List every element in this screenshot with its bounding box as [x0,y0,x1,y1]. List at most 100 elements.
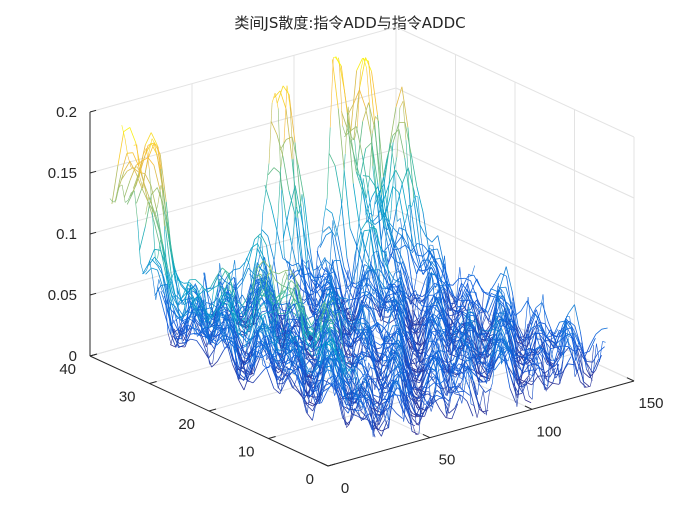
mesh-line [283,335,287,350]
mesh-line [571,325,578,339]
mesh-line [207,293,212,301]
mesh-line [497,296,501,315]
mesh-line [215,305,220,320]
mesh-line [489,360,494,373]
mesh-line [418,352,423,355]
mesh-line [399,227,406,231]
mesh-line [157,269,164,290]
mesh-line [228,327,236,353]
mesh-line [339,329,344,339]
mesh-line [485,327,493,351]
mesh-line [144,185,152,202]
mesh-line [592,351,599,363]
mesh-line [270,353,277,362]
mesh-line [425,363,430,368]
mesh-line [464,366,471,379]
mesh-line [465,319,470,339]
mesh-line [386,220,393,243]
mesh-line [234,342,241,350]
mesh-line [267,310,272,313]
mesh-line [363,350,367,357]
mesh-line [285,108,293,160]
mesh-line [370,225,375,230]
mesh-line [483,353,488,376]
mesh-line [330,332,334,351]
mesh-line [253,341,258,363]
mesh-line [283,85,288,143]
mesh-line [354,126,358,140]
mesh-line [413,374,420,377]
mesh-line [347,270,352,289]
mesh-line [347,307,351,321]
mesh-line [311,353,318,358]
mesh-line [131,190,135,193]
mesh-line [504,313,512,348]
mesh-line [366,418,373,424]
mesh-line [300,206,308,268]
mesh-line [411,248,416,254]
mesh-line [355,313,359,317]
mesh-line [334,385,338,389]
mesh-line [132,174,140,193]
mesh-line [494,361,501,371]
mesh-line [524,324,529,354]
mesh-line [363,291,370,305]
mesh-line [454,307,462,324]
mesh-line [351,139,355,141]
mesh-line [392,284,396,310]
mesh-line [410,312,415,331]
mesh-line [281,360,285,376]
mesh-line [334,293,339,314]
mesh-line [242,262,249,278]
mesh-line [289,238,294,262]
mesh-line [339,260,347,290]
mesh-line [381,173,386,219]
mesh-line [377,302,382,322]
mesh-line [535,302,543,308]
mesh-line [384,349,392,381]
mesh-line [550,344,555,358]
mesh-line [199,299,204,309]
mesh-line [459,267,464,298]
mesh-line [411,431,419,435]
mesh-line [482,364,489,374]
mesh-line [552,330,560,347]
mesh-line [411,340,416,359]
mesh-line [121,125,126,139]
mesh-line [563,316,567,336]
mesh-line [392,242,399,270]
mesh-line [505,349,509,357]
mesh-line [270,205,278,231]
mesh-line [536,312,541,321]
mesh-line [289,358,293,366]
mesh-line [247,376,252,382]
mesh-line [370,306,374,316]
mesh-line [392,368,396,388]
floor-gridline-y [149,298,456,384]
mesh-line [252,267,257,301]
mesh-line [324,382,331,387]
mesh-line [505,266,513,292]
mesh-line [141,173,148,201]
mesh-line [465,306,470,332]
mesh-line [350,390,358,399]
mesh-line [314,364,322,389]
mesh-line [521,378,529,394]
mesh-line [394,270,401,274]
mesh-line [329,57,334,128]
mesh-line [378,323,385,329]
mesh-line [464,356,469,363]
mesh-line [412,327,417,336]
mesh-line [431,271,435,301]
mesh-line [401,353,406,382]
mesh-line [544,323,552,335]
mesh-line [187,316,195,331]
mesh-line [499,321,504,345]
mesh-line [226,314,231,321]
mesh-line [168,284,176,308]
mesh-line [294,328,298,347]
mesh-line [465,352,469,358]
mesh-line [498,288,502,292]
mesh-line [228,272,233,292]
mesh-line [353,238,358,282]
